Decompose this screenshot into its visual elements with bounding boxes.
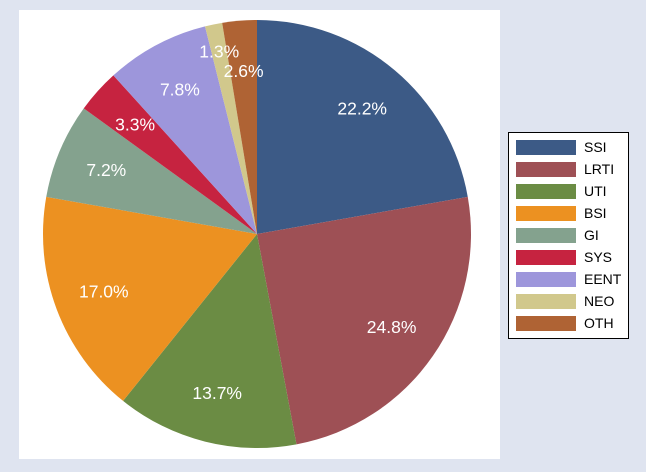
legend-swatch: [516, 162, 576, 177]
pie-slice-neo: [205, 22, 257, 234]
legend-label: NEO: [584, 293, 615, 309]
slice-percent-label-neo: 1.3%: [199, 42, 239, 62]
legend-item-gi: GI: [516, 228, 628, 243]
legend-label: SSI: [584, 139, 607, 155]
pie-slice-uti: [123, 234, 297, 449]
legend-item-neo: NEO: [516, 294, 628, 309]
legend-label: SYS: [584, 249, 613, 265]
legend-swatch: [516, 228, 576, 243]
legend-swatch: [516, 316, 576, 331]
legend-item-lrti: LRTI: [516, 162, 628, 177]
legend-label: EENT: [584, 271, 622, 287]
slice-percent-label-gi: 7.2%: [86, 160, 126, 180]
slice-percent-label-bsi: 17.0%: [79, 282, 129, 302]
slice-percent-label-eent: 7.8%: [160, 80, 200, 100]
slice-percent-label-uti: 13.7%: [192, 383, 242, 403]
legend-label: OTH: [584, 315, 614, 331]
pie-chart: 22.2% 24.8% 13.7% 17.0% 7.2% 3.3%7.8% 1.3%2.6%: [42, 19, 472, 449]
slice-percent-label-ssi: 22.2%: [337, 99, 387, 119]
legend-swatch: [516, 206, 576, 221]
slice-percent-label-lrti: 24.8%: [367, 317, 417, 337]
pie-slice-eent: [113, 26, 257, 234]
legend-item-ssi: SSI: [516, 140, 628, 155]
legend-swatch: [516, 272, 576, 287]
legend-swatch: [516, 184, 576, 199]
legend-label: GI: [584, 227, 599, 243]
legend-item-uti: UTI: [516, 184, 628, 199]
legend-label: LRTI: [584, 161, 615, 177]
pie-slice-gi: [46, 108, 257, 234]
legend-swatch: [516, 250, 576, 265]
pie-slice-lrti: [257, 196, 472, 445]
legend-swatch: [516, 140, 576, 155]
legend: SSI LRTI UTI BSI GI SYS EENT: [508, 132, 629, 339]
legend-item-eent: EENT: [516, 272, 628, 287]
legend-label: BSI: [584, 205, 607, 221]
pie-slice-ssi: [257, 20, 468, 234]
pie-slice-oth: [222, 19, 257, 234]
plot-area: 22.2% 24.8% 13.7% 17.0% 7.2% 3.3% 7.8% 1.3% 2.6%: [19, 10, 500, 459]
legend-item-bsi: BSI: [516, 206, 628, 221]
slice-percent-label-oth: 2.6%: [224, 61, 264, 81]
legend-label: UTI: [584, 183, 607, 199]
legend-item-sys: SYS: [516, 250, 628, 265]
pie-slice-bsi: [42, 196, 257, 401]
legend-swatch: [516, 294, 576, 309]
pie-slice-sys: [83, 75, 257, 235]
legend-item-oth: OTH: [516, 316, 628, 331]
slice-percent-label-sys: 3.3%: [115, 115, 155, 135]
